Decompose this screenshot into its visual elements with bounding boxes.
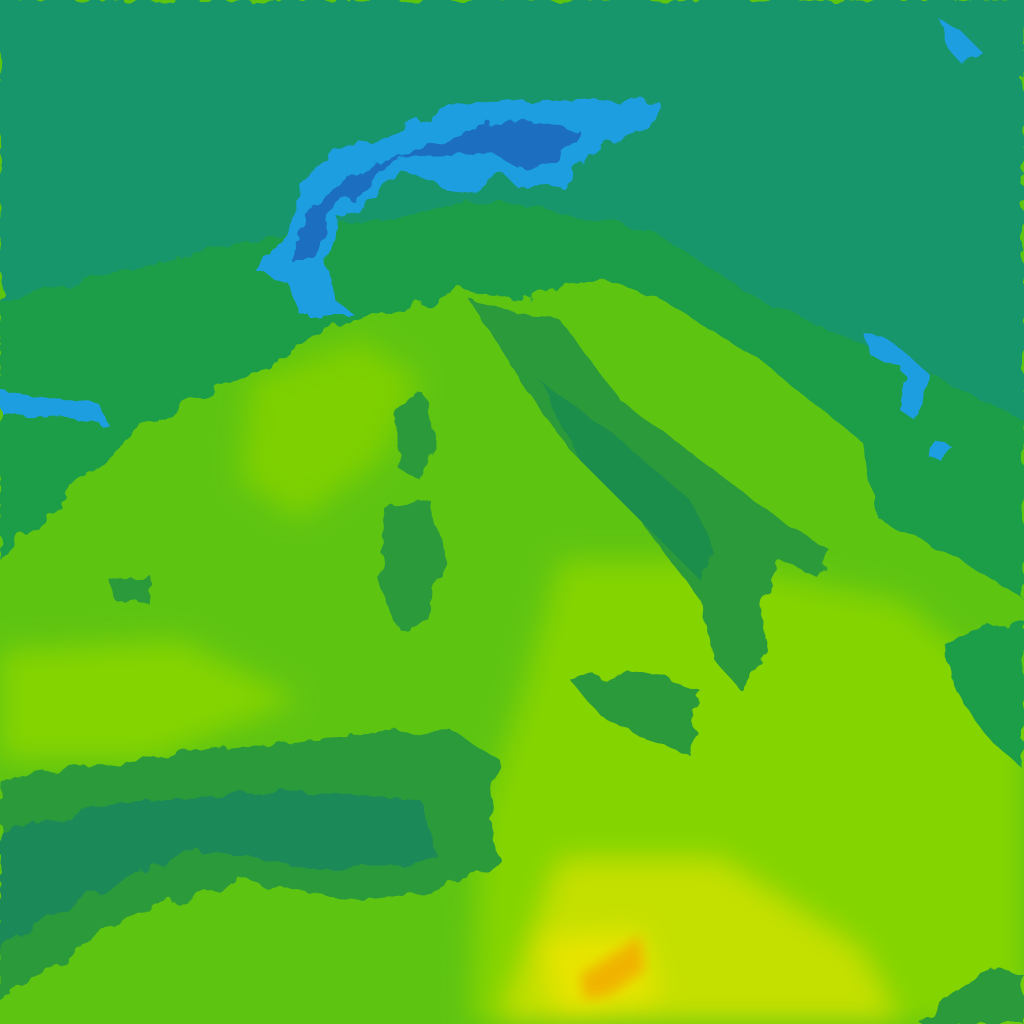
- hot-spot: [580, 935, 645, 1000]
- mountain-cold-zones: [0, 20, 985, 465]
